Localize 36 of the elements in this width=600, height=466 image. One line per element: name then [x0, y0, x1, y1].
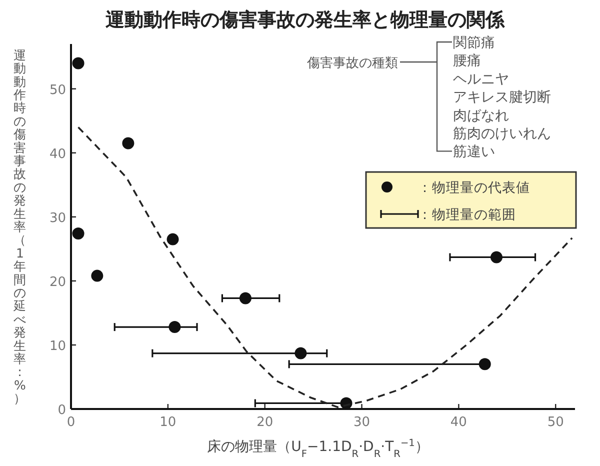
x-tick-label: 10 — [160, 415, 176, 430]
point — [72, 228, 84, 240]
y-tick-label: 30 — [49, 210, 66, 226]
point — [478, 358, 491, 370]
annotation: 関節痛 — [453, 35, 495, 51]
x-tick-label: 50 — [547, 415, 564, 430]
legend-label: ：物理量の代表値 — [418, 180, 530, 196]
point — [294, 347, 307, 360]
text: 床の物理量（U$_{F}$−1.1D$_{R}$·D$_{R}$·T$_{R}$$^{−1}$） — [207, 438, 429, 460]
annotation: ヘルニヤ — [453, 71, 509, 88]
y-tick-label: 50 — [49, 82, 66, 98]
annotation: 筋肉のけいれん — [453, 126, 551, 142]
x-tick-label: 20 — [256, 415, 274, 430]
point — [72, 57, 84, 70]
annotation: アキレス腱切断 — [453, 90, 551, 106]
annotation: 肉ばなれ — [453, 108, 509, 124]
point — [91, 270, 104, 282]
y-tick-label: 10 — [49, 338, 66, 354]
annotation: 筋違い — [453, 144, 495, 160]
point — [166, 233, 179, 246]
annotation: 腰痛 — [453, 53, 481, 70]
x-tick-label: 40 — [450, 415, 467, 430]
y-tick-label: 20 — [49, 274, 66, 290]
point — [122, 137, 134, 150]
x-tick-label: 0 — [66, 415, 76, 430]
y-tick-label: 0 — [58, 403, 66, 418]
point — [239, 292, 252, 304]
annotation: ：物理量の範囲 — [418, 207, 516, 223]
line-series — [77, 126, 573, 408]
chart-title: 運動動作時の傷害事故の発生率と物理量の関係 — [104, 9, 506, 31]
x-tick-label: 30 — [353, 415, 370, 430]
point — [168, 321, 181, 334]
text: 運動動作時の傷害事故の発生率（1年間の延べ発生率：%） — [14, 47, 26, 406]
point — [490, 251, 502, 264]
y-tick-label: 40 — [49, 146, 66, 162]
annotation: 傷害事故の種類 — [306, 55, 398, 71]
